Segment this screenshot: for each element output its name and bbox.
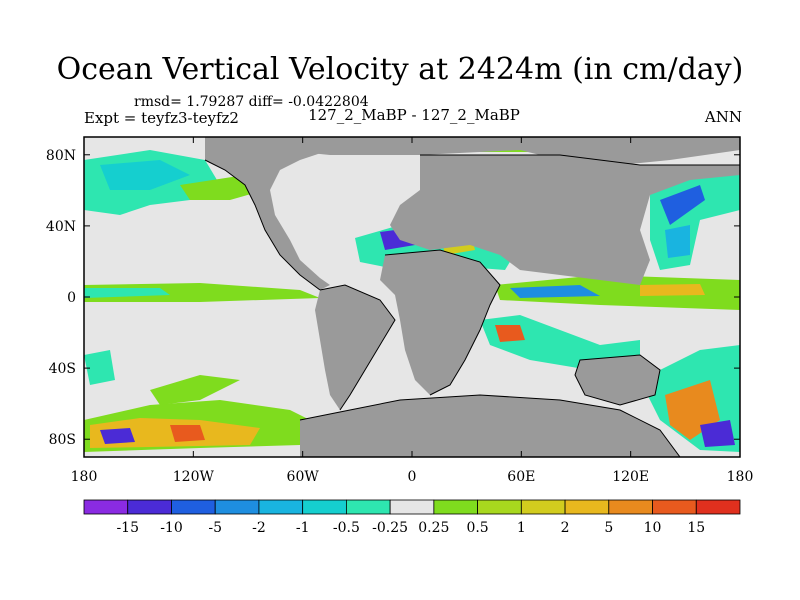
colorbar-swatch [433, 499, 479, 515]
land-south-america [315, 285, 395, 410]
colorbar-label: 2 [561, 520, 570, 536]
colorbar-label: -2 [252, 520, 266, 536]
colorbar-label: -15 [116, 520, 139, 536]
field-patch [84, 288, 170, 298]
latitude-ticks: 80N 40N 0 40S 80S [46, 148, 740, 448]
coastlines [204, 154, 740, 457]
field-patch [84, 350, 115, 385]
field-patch [100, 428, 135, 444]
field-patch [150, 375, 240, 405]
colorbar-swatch [695, 499, 741, 515]
colorbar-swatch [389, 499, 435, 515]
colorbar-label: -0.5 [333, 520, 360, 536]
land-masks [205, 137, 740, 457]
field-patch [665, 225, 690, 258]
land-australia [575, 355, 660, 405]
field-patch [510, 285, 600, 298]
colorbar-label: 0.5 [466, 520, 488, 536]
colorbar-swatch [652, 499, 697, 515]
lon-tick-label: 60W [287, 469, 320, 485]
lon-tick-label: 180 [71, 469, 98, 485]
land-africa [380, 250, 500, 395]
colorbar-label: 5 [604, 520, 613, 536]
colorbar-swatch [302, 499, 347, 515]
lon-tick-label: 180 [727, 469, 754, 485]
period-label: ANN [704, 108, 742, 126]
colorbar-swatch [345, 499, 391, 515]
land-arctic [280, 137, 740, 165]
map-title: Ocean Vertical Velocity at 2424m (in cm/… [56, 52, 744, 87]
colorbar-swatch [127, 499, 172, 515]
map-area [83, 136, 741, 458]
field-patch [660, 185, 705, 225]
stats-text: rmsd= 1.79287 diff= -0.0422804 [134, 94, 369, 110]
experiment-label: Expt = teyfz3-teyfz2 [84, 109, 239, 127]
colorbar-label: 1 [517, 520, 526, 536]
lat-tick-label: 40N [46, 219, 76, 235]
lat-tick-label: 80N [46, 148, 76, 164]
lat-tick-label: 0 [67, 290, 76, 306]
coastline [420, 154, 740, 166]
colorbar-swatch [477, 499, 522, 515]
colorbar-swatch [171, 499, 216, 515]
land-antarctica [300, 395, 680, 457]
colorbar-swatch [83, 499, 129, 515]
field-patch [640, 284, 705, 296]
lon-tick-label: 60E [507, 469, 535, 485]
coastline [204, 159, 321, 291]
colorbar-label: -10 [160, 520, 183, 536]
colorbar: -15 -10 -5 -2 -1 -0.5 -0.25 0.25 0.5 1 2 5 10 15 [83, 499, 741, 536]
coastline [319, 284, 396, 411]
coastline [384, 249, 501, 396]
lon-tick-label: 120W [173, 469, 215, 485]
colorbar-label: -1 [296, 520, 310, 536]
lat-tick-label: 40S [49, 361, 76, 377]
colorbar-label: 15 [687, 520, 705, 536]
coastline [299, 394, 681, 457]
colorbar-swatch [520, 499, 566, 515]
field-patch [170, 425, 205, 442]
longitude-ticks: 180 120W 60W 0 60E 120E 180 [71, 137, 754, 485]
lon-tick-label: 0 [408, 469, 417, 485]
field-patch [100, 160, 190, 190]
land-north-america [205, 137, 330, 290]
colorbar-label: -0.25 [372, 520, 408, 536]
field-patch [495, 275, 740, 310]
colorbar-label: 0.25 [418, 520, 449, 536]
field-patch [495, 325, 525, 342]
colorbar-swatch [214, 499, 260, 515]
field-patch [700, 420, 735, 447]
colorbar-swatch [258, 499, 304, 515]
colorbar-label: -5 [208, 520, 222, 536]
land-eurasia [390, 155, 740, 285]
lat-tick-label: 80S [49, 432, 76, 448]
colorbar-swatch [608, 499, 653, 515]
lon-tick-label: 120E [612, 469, 649, 485]
field-patch [84, 283, 320, 302]
coastline [574, 354, 661, 406]
case-label: 127_2_MaBP - 127_2_MaBP [308, 106, 520, 124]
colorbar-label: 10 [644, 520, 662, 536]
colorbar-swatch [564, 499, 610, 515]
